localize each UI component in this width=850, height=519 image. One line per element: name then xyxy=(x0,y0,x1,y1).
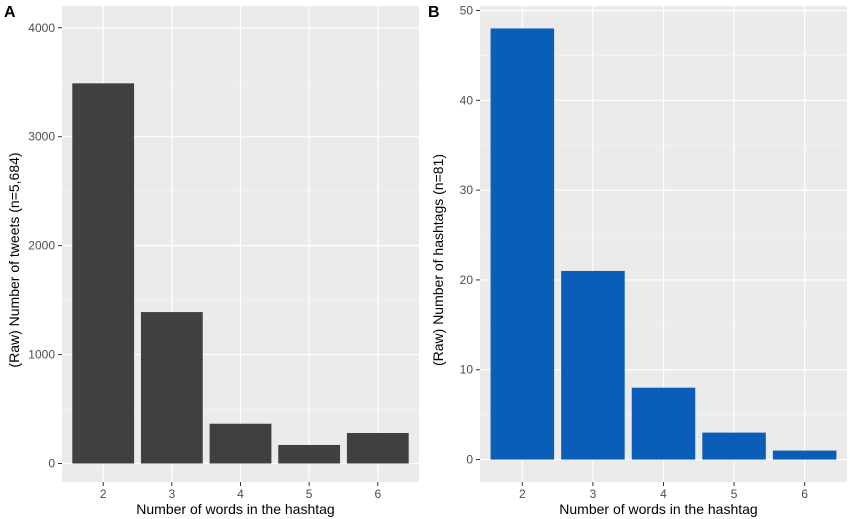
y-tick-label: 4000 xyxy=(28,21,55,35)
y-tick-label: 0 xyxy=(48,456,55,470)
y-tick-label: 10 xyxy=(460,363,474,377)
x-tick-label: 4 xyxy=(237,487,244,501)
x-tick-label: 2 xyxy=(100,487,107,501)
bar xyxy=(490,28,555,460)
bars-b xyxy=(490,28,837,460)
y-tick-label: 30 xyxy=(460,183,474,197)
x-tick-labels-b: 2 3 4 5 6 xyxy=(519,482,808,501)
bar xyxy=(278,444,341,464)
bars-a xyxy=(72,83,409,464)
x-tick-label: 5 xyxy=(731,487,738,501)
y-tick-label: 20 xyxy=(460,273,474,287)
y-tick-labels-a: 0 1000 2000 3000 4000 xyxy=(28,21,62,470)
x-tick-label: 2 xyxy=(519,487,526,501)
chart-panel-a: 0 1000 2000 3000 4000 2 3 4 5 6 A Number of word… xyxy=(4,4,419,517)
y-tick-label: 0 xyxy=(466,453,473,467)
y-tick-label: 40 xyxy=(460,93,474,107)
x-tick-label: 6 xyxy=(374,487,381,501)
x-tick-label: 3 xyxy=(169,487,176,501)
x-tick-label: 6 xyxy=(801,487,808,501)
y-axis-title-b: (Raw) Number of hashtags (n=81) xyxy=(430,154,446,366)
bar xyxy=(702,432,766,460)
y-tick-label: 50 xyxy=(460,3,474,17)
x-tick-label: 5 xyxy=(306,487,313,501)
bar xyxy=(140,312,203,464)
x-axis-title-b: Number of words in the hashtag xyxy=(559,501,757,517)
bar xyxy=(72,83,135,464)
panel-label-a: A xyxy=(4,4,16,21)
x-tick-labels-a: 2 3 4 5 6 xyxy=(100,482,381,501)
chart-panel-b: 0 10 20 30 40 50 2 3 4 5 6 B Number of words in t… xyxy=(428,3,847,517)
bar xyxy=(209,423,272,464)
y-axis-title-a: (Raw) Number of tweets (n=5,684) xyxy=(6,152,22,367)
x-tick-label: 4 xyxy=(660,487,667,501)
bar xyxy=(772,450,837,460)
x-tick-label: 3 xyxy=(590,487,597,501)
x-axis-title-a: Number of words in the hashtag xyxy=(136,501,334,517)
bar xyxy=(631,387,696,460)
panel-label-b: B xyxy=(428,4,440,21)
y-tick-label: 2000 xyxy=(28,239,55,253)
y-tick-label: 1000 xyxy=(28,348,55,362)
bar xyxy=(346,432,409,464)
y-tick-label: 3000 xyxy=(28,130,55,144)
y-tick-labels-b: 0 10 20 30 40 50 xyxy=(460,3,480,467)
bar xyxy=(561,270,625,460)
